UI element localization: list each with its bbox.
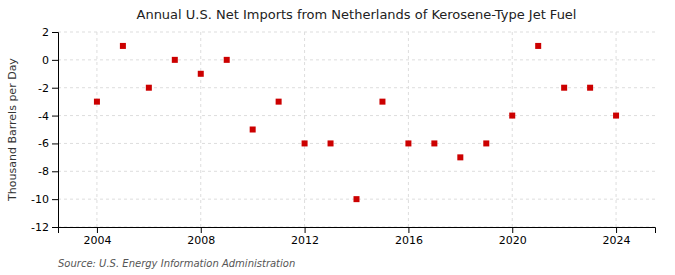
point (354, 196, 360, 202)
point (172, 57, 178, 63)
y-axis: -12 -10 -8 -6 -4 -2 0 2 (31, 26, 58, 234)
tick: 2008 (187, 227, 215, 247)
tick-mark (305, 227, 306, 233)
grid-line (304, 32, 305, 227)
grid-line (616, 32, 617, 227)
point (198, 71, 204, 77)
tick-mark (97, 227, 98, 233)
tick-label: 0 (42, 54, 49, 67)
x-axis: 2004 2008 2012 2016 2020 2024 (59, 227, 656, 247)
grid-line (408, 32, 409, 227)
tick: -12 (31, 221, 58, 234)
y-axis-title: Thousand Barrels per Day (6, 58, 19, 202)
grid-line (58, 59, 655, 60)
tick: -2 (38, 82, 58, 95)
point (483, 140, 489, 146)
tick-label: -10 (31, 193, 49, 206)
axis-line (59, 228, 656, 234)
tick: 2012 (291, 227, 319, 247)
title: Annual U.S. Net Imports from Netherlands… (137, 7, 577, 22)
tick-mark (52, 227, 58, 228)
tick-label: 2008 (187, 234, 215, 247)
grid-line (58, 32, 655, 33)
point (457, 154, 463, 160)
grid-line (96, 32, 97, 227)
tick-mark (616, 227, 617, 233)
point (613, 113, 619, 119)
tick-label: 2016 (395, 234, 423, 247)
tick-mark (52, 171, 58, 172)
tick-label: -4 (38, 110, 49, 123)
tick-mark (52, 60, 58, 61)
grid-line (512, 32, 513, 227)
plot: 2004 2008 2012 2016 2020 2024 -12 -10 -8 -6 -4 -2 0 2 (31, 26, 655, 247)
tick: 2020 (499, 227, 527, 247)
tick: -4 (38, 110, 58, 123)
tick-label: 2024 (603, 234, 631, 247)
points (94, 43, 619, 202)
point (405, 140, 411, 146)
point (561, 85, 567, 91)
tick: 2004 (83, 227, 111, 247)
tick-label: -12 (31, 221, 49, 234)
grid-line (58, 115, 655, 116)
grid-line (58, 143, 655, 144)
point (587, 85, 593, 91)
tick-label: -8 (38, 165, 49, 178)
tick-mark (52, 143, 58, 144)
chart: 200420082012201620202024-12-10-8-6-4-202… (0, 0, 675, 275)
tick: 0 (42, 54, 58, 67)
tick-label: 2020 (499, 234, 527, 247)
tick: 2016 (395, 227, 423, 247)
tick-mark (52, 32, 58, 33)
grid (58, 32, 655, 227)
grid-line (58, 171, 655, 172)
tick-label: -2 (38, 82, 49, 95)
tick-mark (52, 116, 58, 117)
tick-mark (52, 199, 58, 200)
tick-label: -6 (38, 137, 49, 150)
tick: 2 (42, 26, 58, 39)
tick-label: 2 (42, 26, 49, 39)
point (509, 113, 515, 119)
tick-label: 2004 (83, 234, 111, 247)
tick-mark (408, 227, 409, 233)
point (302, 140, 308, 146)
tick-label: 2012 (291, 234, 319, 247)
axis-line (52, 33, 59, 228)
point (535, 43, 541, 49)
point (146, 85, 152, 91)
tick-mark (201, 227, 202, 233)
point (328, 140, 334, 146)
point (120, 43, 126, 49)
point (379, 99, 385, 105)
point (431, 140, 437, 146)
point (224, 57, 230, 63)
tick: -6 (38, 137, 58, 150)
grid-line (200, 32, 201, 227)
tick: 2024 (603, 227, 631, 247)
tick: -8 (38, 165, 58, 178)
tick-mark (512, 227, 513, 233)
point (250, 127, 256, 133)
point (276, 99, 282, 105)
point (94, 99, 100, 105)
tick: -10 (31, 193, 58, 206)
tick-mark (52, 88, 58, 89)
source-note: Source: U.S. Energy Information Administ… (58, 258, 295, 269)
